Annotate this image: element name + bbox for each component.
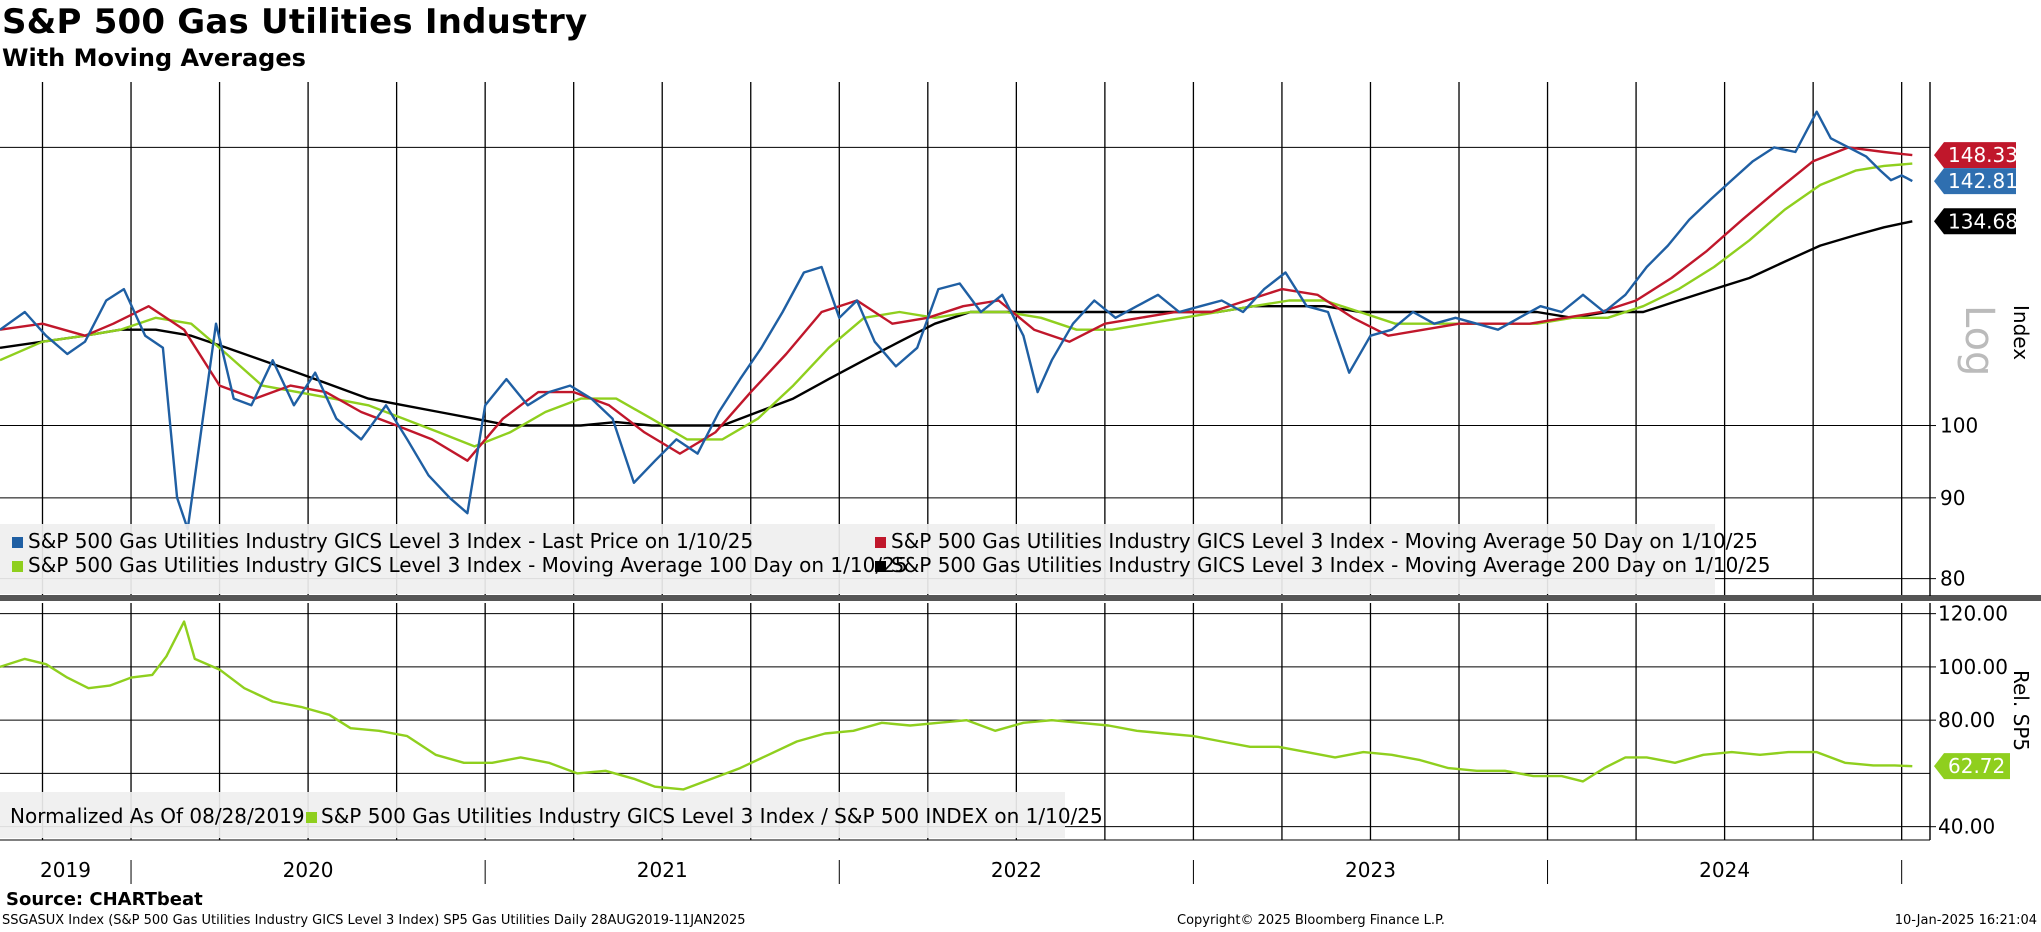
legend-label: S&P 500 Gas Utilities Industry GICS Leve… — [28, 553, 908, 577]
chart-title: S&P 500 Gas Utilities Industry — [2, 2, 588, 42]
series-line — [0, 620, 1913, 791]
chart-subtitle: With Moving Averages — [2, 44, 306, 72]
legend-swatch — [306, 812, 317, 823]
footer-copyright: Copyright© 2025 Bloomberg Finance L.P. — [1177, 913, 1445, 928]
legend-label: S&P 500 Gas Utilities Industry GICS Leve… — [321, 804, 1103, 828]
log-scale-label: Log — [1956, 305, 2002, 376]
lower-y-tick-label: 80.00 — [1938, 708, 1995, 732]
x-axis-year-label: 2022 — [991, 858, 1042, 882]
x-axis-year-label: 2024 — [1699, 858, 1750, 882]
series-line — [0, 110, 1913, 531]
legend-background — [0, 524, 1715, 594]
axes: 80 90 100 120.00 100.00 80.00 40.00 148.33142.8… — [0, 82, 2041, 884]
footer-timestamp: 10-Jan-2025 16:21:04 — [1894, 913, 2037, 928]
x-axis-year-label: 2020 — [283, 858, 334, 882]
x-axis-year-label: 2021 — [637, 858, 688, 882]
lower-y-axis-title: Rel. SP5 — [2009, 670, 2033, 751]
lower-legend: Normalized As Of 08/28/2019 S&P 500 Gas U… — [0, 792, 1103, 838]
upper-y-tick-label: 90 — [1940, 486, 1965, 510]
series-line — [0, 146, 1913, 462]
lower-plot — [0, 620, 1913, 791]
value-tag — [1934, 753, 2010, 780]
series-line — [0, 162, 1913, 448]
value-tag — [1934, 142, 2016, 169]
legend-swatch — [12, 537, 23, 548]
legend-label: S&P 500 Gas Utilities Industry GICS Leve… — [891, 529, 1758, 553]
upper-y-axis-title: Index — [2009, 305, 2033, 360]
value-tag-label: 142.81 — [1948, 169, 2018, 193]
upper-y-tick-label: 80 — [1940, 567, 1965, 591]
value-tag — [1934, 168, 2016, 195]
upper-y-tick-label: 100 — [1940, 414, 1978, 438]
value-tag-label: 148.33 — [1948, 143, 2018, 167]
legend-swatch — [875, 537, 886, 548]
footer-ticker-info: SSGASUX Index (S&P 500 Gas Utilities Ind… — [2, 913, 746, 928]
legend-background — [0, 792, 1065, 838]
upper-legend: S&P 500 Gas Utilities Industry GICS Leve… — [0, 524, 1771, 594]
lower-y-tick-label: 120.00 — [1938, 602, 2008, 626]
x-axis-year-label: 2023 — [1345, 858, 1396, 882]
legend-label: S&P 500 Gas Utilities Industry GICS Leve… — [891, 553, 1771, 577]
series-line — [0, 220, 1913, 427]
panel-divider — [0, 595, 2041, 601]
lower-y-tick-label: 100.00 — [1938, 655, 2008, 679]
value-tag — [1934, 208, 2016, 235]
upper-plot — [0, 110, 1913, 531]
upper-grid — [0, 82, 1930, 596]
legend-swatch — [875, 561, 886, 572]
value-tag-label: 62.72 — [1948, 754, 2005, 778]
x-axis-year-label: 2019 — [40, 858, 91, 882]
lower-y-tick-label: 40.00 — [1938, 815, 1995, 839]
legend-note: Normalized As Of 08/28/2019 — [10, 804, 305, 828]
value-tag-label: 134.68 — [1948, 209, 2018, 233]
legend-swatch — [12, 561, 23, 572]
source-label: Source: CHARTbeat — [6, 889, 203, 910]
legend-label: S&P 500 Gas Utilities Industry GICS Leve… — [28, 529, 753, 553]
